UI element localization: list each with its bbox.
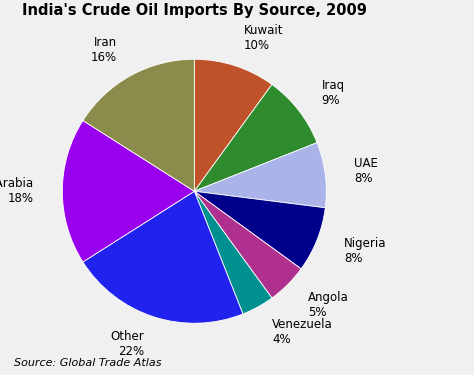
Text: Iraq
9%: Iraq 9% — [321, 78, 345, 106]
Wedge shape — [194, 142, 326, 208]
Text: UAE
8%: UAE 8% — [354, 157, 378, 185]
Wedge shape — [83, 191, 243, 323]
Text: Angola
5%: Angola 5% — [308, 291, 349, 319]
Text: Kuwait
10%: Kuwait 10% — [244, 24, 283, 52]
Wedge shape — [194, 191, 325, 269]
Wedge shape — [194, 191, 272, 314]
Text: Other
22%: Other 22% — [111, 330, 145, 358]
Text: Iran
16%: Iran 16% — [91, 36, 117, 64]
Text: Venezuela
4%: Venezuela 4% — [272, 318, 333, 346]
Text: Saudi Arabia
18%: Saudi Arabia 18% — [0, 177, 33, 205]
Wedge shape — [83, 59, 194, 191]
Text: Nigeria
8%: Nigeria 8% — [344, 237, 387, 264]
Wedge shape — [194, 191, 301, 298]
Wedge shape — [194, 84, 317, 191]
Wedge shape — [194, 59, 272, 191]
Title: India's Crude Oil Imports By Source, 2009: India's Crude Oil Imports By Source, 200… — [22, 3, 367, 18]
Wedge shape — [63, 120, 194, 262]
Text: Source: Global Trade Atlas: Source: Global Trade Atlas — [14, 357, 162, 368]
